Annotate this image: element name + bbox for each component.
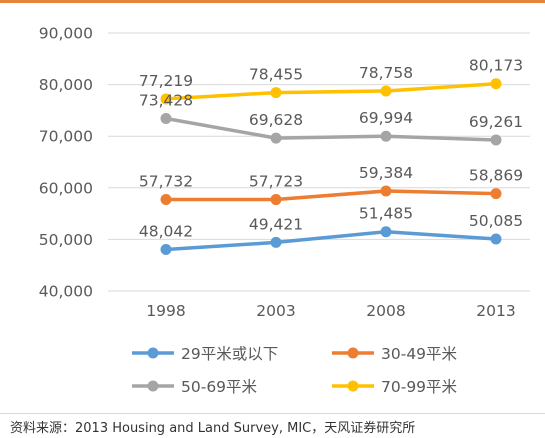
data-point xyxy=(380,226,392,238)
data-label: 48,042 xyxy=(139,223,193,241)
data-label: 57,723 xyxy=(249,173,303,191)
data-point xyxy=(270,132,282,144)
x-tick-label: 1998 xyxy=(146,302,185,320)
data-point xyxy=(380,130,392,142)
data-label: 69,261 xyxy=(469,113,523,131)
legend-marker xyxy=(347,347,359,359)
line-chart: 40,000 50,000 60,000 70,000 80,000 90,000 1998… xyxy=(39,25,530,396)
data-point xyxy=(380,185,392,197)
series-line xyxy=(165,81,497,101)
y-tick-label: 60,000 xyxy=(39,179,93,197)
data-label: 69,628 xyxy=(249,111,303,129)
series-line xyxy=(165,229,497,252)
data-label: 80,173 xyxy=(469,57,523,75)
data-label: 49,421 xyxy=(249,215,303,233)
data-point xyxy=(490,134,502,146)
legend-label: 70-99平米 xyxy=(381,378,457,396)
data-label: 58,869 xyxy=(469,167,523,185)
legend-label: 30-49平米 xyxy=(381,345,457,363)
data-label: 73,428 xyxy=(139,92,193,110)
data-point xyxy=(490,188,502,200)
y-tick-label: 80,000 xyxy=(39,76,93,94)
data-point xyxy=(380,85,392,97)
y-tick-label: 40,000 xyxy=(39,283,93,301)
x-tick-label: 2013 xyxy=(476,302,515,320)
data-point xyxy=(160,194,172,206)
data-label: 78,758 xyxy=(359,64,413,82)
data-label: 57,732 xyxy=(139,173,193,191)
data-point xyxy=(160,244,172,256)
data-point xyxy=(160,113,172,125)
y-tick-label: 70,000 xyxy=(39,128,93,146)
source-note: 资料来源：2013 Housing and Land Survey, MIC，天… xyxy=(10,421,416,436)
legend-marker xyxy=(347,380,359,392)
data-point xyxy=(490,233,502,245)
data-label: 50,085 xyxy=(469,212,523,230)
data-label: 78,455 xyxy=(249,66,303,84)
data-point xyxy=(270,236,282,248)
data-label: 59,384 xyxy=(359,164,413,182)
series-line xyxy=(166,189,497,202)
y-tick-label: 90,000 xyxy=(39,25,93,43)
data-point xyxy=(270,87,282,99)
data-label: 69,994 xyxy=(359,109,413,127)
legend-marker xyxy=(147,347,159,359)
data-label: 51,485 xyxy=(359,205,413,223)
data-point xyxy=(160,93,172,105)
x-tick-label: 2003 xyxy=(256,302,295,320)
y-tick-label: 50,000 xyxy=(39,231,93,249)
legend-label: 50-69平米 xyxy=(181,378,257,396)
source-divider xyxy=(0,413,545,414)
x-tick-label: 2008 xyxy=(366,302,405,320)
legend-label: 29平米或以下 xyxy=(181,345,278,363)
data-point xyxy=(270,194,282,206)
data-point xyxy=(490,78,502,90)
series-line xyxy=(165,116,497,142)
legend-marker xyxy=(147,380,159,392)
data-label: 77,219 xyxy=(139,72,193,90)
